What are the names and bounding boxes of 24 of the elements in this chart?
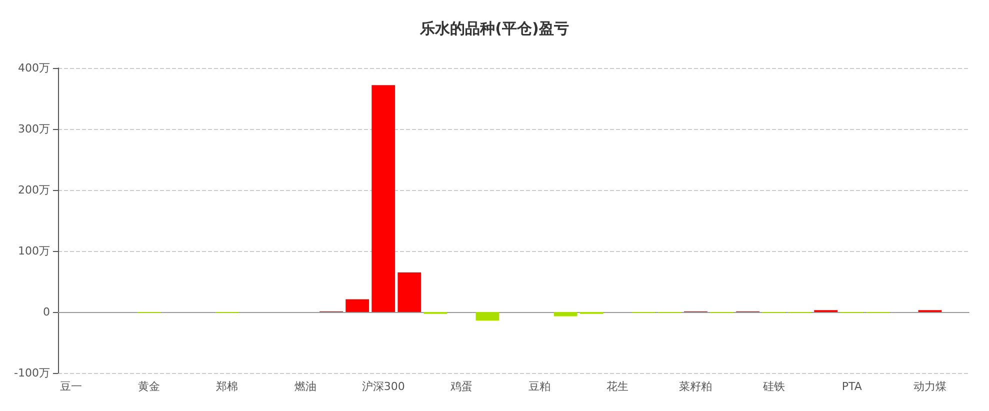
x-tick-label: 动力煤: [913, 380, 946, 393]
y-tick-label: -100万: [14, 366, 50, 380]
y-tick-label: 200万: [18, 184, 50, 196]
x-tick-label: PTA: [842, 380, 862, 393]
x-tick-label: 郑棉: [216, 380, 238, 393]
bar: [346, 299, 370, 312]
y-tick-label: 0: [43, 306, 50, 318]
x-tick-label: 豆一: [60, 380, 82, 393]
x-tick-label: 豆粕: [528, 380, 551, 393]
x-tick-label: 花生: [606, 380, 629, 393]
y-tick-label: 100万: [18, 244, 50, 258]
x-tick-label: 菜籽粕: [679, 380, 712, 393]
x-tick-label: 硅铁: [762, 380, 785, 393]
bar: [476, 312, 500, 321]
y-tick-label: 300万: [18, 122, 50, 136]
bar: [554, 312, 578, 316]
chart-title: 乐水的品种(平仓)盈亏: [419, 20, 569, 38]
bar: [372, 85, 396, 312]
bar: [398, 272, 422, 312]
x-tick-label: 黄金: [138, 380, 160, 393]
y-tick-label: 400万: [18, 62, 50, 74]
x-tick-label: 燃油: [294, 380, 316, 393]
x-tick-label: 沪深300: [362, 380, 405, 393]
x-tick-label: 鸡蛋: [449, 380, 472, 393]
